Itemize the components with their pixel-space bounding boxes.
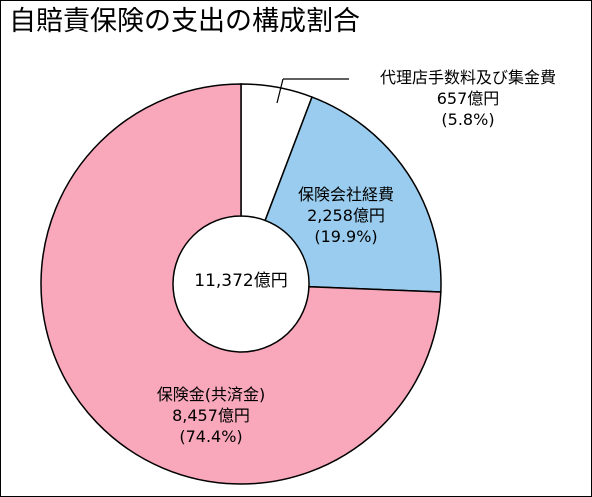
slice-amount: 8,457億円 bbox=[172, 406, 250, 425]
slice-amount: 2,258億円 bbox=[307, 206, 385, 225]
slice-percent: (19.9%) bbox=[314, 227, 378, 246]
center-total-label: 11,372億円 bbox=[194, 271, 288, 291]
slice-insurance-payouts bbox=[40, 83, 442, 485]
slice-percent: (5.8%) bbox=[441, 110, 495, 129]
leader-line-agency-fees-tick bbox=[276, 78, 284, 104]
slice-label-agency-fees: 代理店手数料及び集金費 657億円 (5.8%) bbox=[353, 67, 583, 130]
slice-company-expenses bbox=[264, 96, 442, 293]
slice-percent: (74.4%) bbox=[179, 427, 243, 446]
slice-name: 代理店手数料及び集金費 bbox=[379, 68, 556, 87]
slice-amount: 657億円 bbox=[436, 89, 500, 108]
slice-name: 保険金(共済金) bbox=[156, 385, 266, 404]
slice-name: 保険会社経費 bbox=[297, 185, 394, 204]
slice-label-insurance-payouts: 保険金(共済金) 8,457億円 (74.4%) bbox=[131, 384, 291, 447]
slice-label-company-expenses: 保険会社経費 2,258億円 (19.9%) bbox=[281, 184, 411, 247]
chart-title: 自賠責保険の支出の構成割合 bbox=[9, 6, 360, 37]
